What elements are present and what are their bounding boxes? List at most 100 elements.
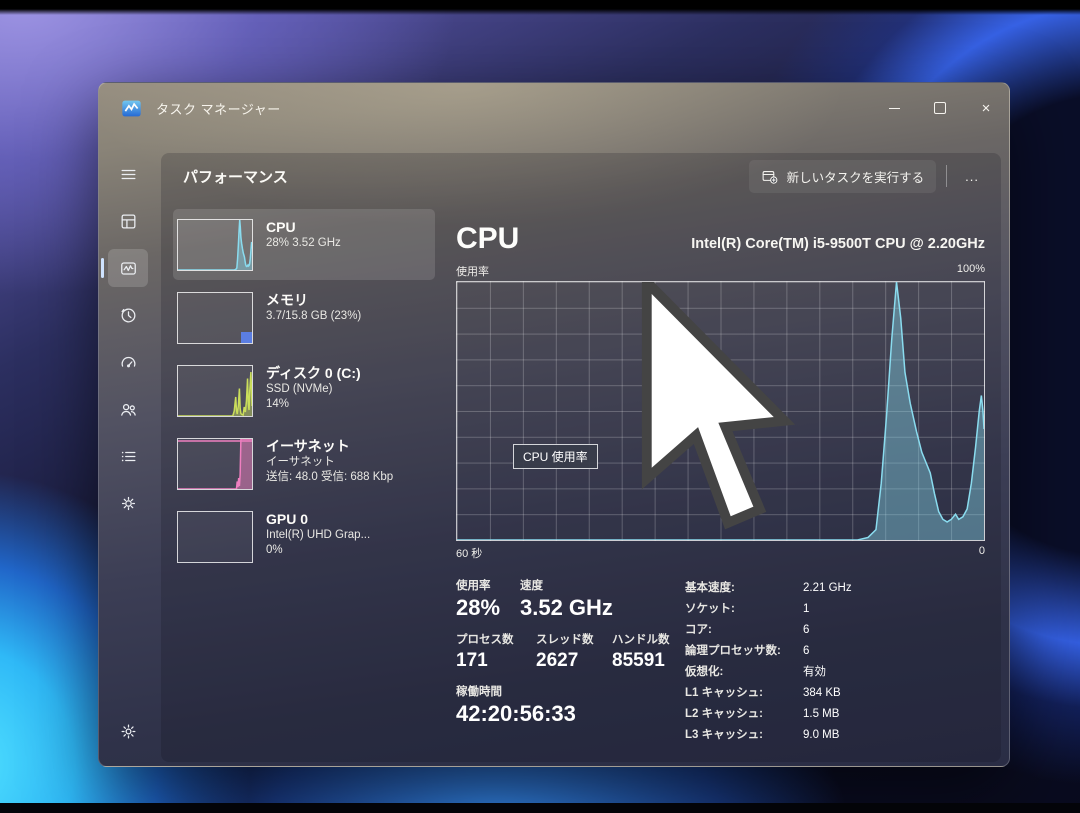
window-title: タスク マネージャー [156,101,281,117]
sidebar-item-services[interactable] [108,484,148,522]
cpu-detail-pane: CPU Intel(R) Core(TM) i5-9500T CPU @ 2.2… [435,209,985,762]
minimize-icon [888,107,900,109]
cpu-title-row: CPU Intel(R) Core(TM) i5-9500T CPU @ 2.2… [456,223,985,255]
card-subtitle: 28% 3.52 GHz [266,237,341,249]
details-list-icon [121,451,135,461]
stat-base-speed: 基本速度: 2.21 GHz [685,578,985,599]
new-task-icon [762,170,778,184]
stat-sockets: ソケット: 1 [685,599,985,620]
sidebar-item-startup-apps[interactable] [108,343,148,381]
stat-label: ハンドル数 [612,634,670,646]
stat-virtualization: 仮想化: 有効 [685,662,985,683]
perf-card-cpu[interactable]: CPU 28% 3.52 GHz [173,209,435,280]
users-icon [120,403,136,416]
sidebar-item-details[interactable] [108,437,148,475]
sidebar [99,133,157,766]
stat-value: 3.52 GHz [520,595,613,620]
sidebar-item-performance[interactable] [101,249,148,287]
cpu-model-name: Intel(R) Core(TM) i5-9500T CPU @ 2.20GHz [691,236,985,252]
stat-label: 稼働時間 [456,686,502,698]
stat-processes: プロセス数 171 [456,631,536,672]
stat-logical-processors: 論理プロセッサ数: 6 [685,641,985,662]
services-gear-icon [121,496,135,510]
sidebar-item-app-history[interactable] [108,296,148,334]
photo-black-band-bottom [0,803,1080,813]
stat-value: 42:20:56:33 [456,701,576,726]
stat-l2-cache: L2 キャッシュ: 1.5 MB [685,704,985,725]
card-title: メモリ [266,292,308,308]
x-range-label: 60 秒 [456,548,483,560]
window-controls: × [871,83,1009,133]
cpu-stats-right: 基本速度: 2.21 GHz ソケット: 1 コア: 6 論理プロセッサ数: 6 仮想化… [685,577,985,746]
header-divider [946,165,948,187]
cpu-stats-left: 使用率 28% 速度 3.52 GHz プロセス数 [456,577,685,746]
sidebar-settings-button[interactable] [108,712,148,750]
task-manager-app-icon [122,100,141,116]
stat-utilization: 使用率 28% [456,577,520,620]
chart-top-labels: 使用率 100% [456,263,985,279]
y-max-label: 100% [956,263,985,275]
cpu-card-text: CPU 28% 3.52 GHz [266,219,341,251]
stat-value: 1 [803,603,810,615]
perf-card-memory[interactable]: メモリ 3.7/15.8 GB (23%) [173,282,435,353]
card-subtitle: Intel(R) UHD Grap... [266,529,371,541]
stats-row-3: 稼働時間 42:20:56:33 [456,683,685,726]
selected-pill [101,258,104,278]
card-title: GPU 0 [266,511,309,527]
stat-value: 171 [456,650,488,671]
perf-card-disk[interactable]: ディスク 0 (C:) SSD (NVMe) 14% [173,355,435,426]
panel-header: パフォーマンス 新しいタスクを実行する ... [161,153,1001,199]
stat-value: 2627 [536,650,579,671]
stat-label: L2 キャッシュ: [685,708,763,720]
stat-label: 論理プロセッサ数: [685,645,781,657]
maximize-button[interactable] [917,83,963,133]
stat-value: 9.0 MB [803,729,840,741]
disk-card-text: ディスク 0 (C:) SSD (NVMe) 14% [266,365,361,412]
stat-handles: ハンドル数 85591 [612,631,670,672]
sidebar-item-users[interactable] [108,390,148,428]
run-new-task-label: 新しいタスクを実行する [786,170,925,185]
run-new-task-button[interactable]: 新しいタスクを実行する [748,159,937,193]
y-axis-label: 使用率 [456,266,489,278]
stat-value: 85591 [612,650,665,671]
memory-usage-fill [240,331,252,343]
cpu-stats: 使用率 28% 速度 3.52 GHz プロセス数 [456,577,985,746]
minimize-button[interactable] [871,83,917,133]
stat-cores: コア: 6 [685,620,985,641]
photo-black-band-top [0,0,1080,15]
stat-label: 仮想化: [685,666,724,678]
stat-value: 6 [803,645,810,657]
card-title: ディスク 0 (C:) [266,365,361,381]
stat-value: 28% [456,595,501,620]
memory-mini-chart [177,292,253,344]
content-panel: パフォーマンス 新しいタスクを実行する ... [161,153,1001,762]
performance-card-list: CPU 28% 3.52 GHz メモリ 3.7/15.8 GB (23%) [173,209,435,762]
stat-value: 1.5 MB [803,708,840,720]
gpu-card-text: GPU 0 Intel(R) UHD Grap... 0% [266,511,370,558]
stat-label: スレッド数 [536,634,594,646]
cpu-usage-chart[interactable]: CPU 使用率 [456,281,985,541]
cpu-detail-title: CPU [456,222,520,255]
stat-value: 384 KB [803,687,841,699]
stat-value: 6 [803,624,810,636]
stat-l1-cache: L1 キャッシュ: 384 KB [685,683,985,704]
stat-label: プロセス数 [456,634,514,646]
card-subtitle-2: 0% [266,544,283,556]
perf-card-ethernet[interactable]: イーサネット イーサネット 送信: 48.0 受信: 688 Kbp [173,428,435,499]
card-subtitle-2: 14% [266,398,290,410]
hamburger-icon [121,169,135,179]
stat-l3-cache: L3 キャッシュ: 9.0 MB [685,725,985,746]
sidebar-menu-button[interactable] [108,155,148,193]
stat-label: 速度 [520,580,543,592]
chart-bottom-labels: 60 秒 0 [456,545,985,561]
more-options-button[interactable]: ... [965,168,979,184]
cpu-usage-area-series [457,282,984,540]
sidebar-item-processes[interactable] [108,202,148,240]
panel-main: CPU 28% 3.52 GHz メモリ 3.7/15.8 GB (23%) [161,199,1001,762]
stat-label: L1 キャッシュ: [685,687,763,699]
header-actions: 新しいタスクを実行する ... [748,159,987,193]
perf-card-gpu[interactable]: GPU 0 Intel(R) UHD Grap... 0% [173,501,435,572]
ethernet-card-text: イーサネット イーサネット 送信: 48.0 受信: 688 Kbp [266,438,393,485]
close-button[interactable]: × [963,83,1009,133]
